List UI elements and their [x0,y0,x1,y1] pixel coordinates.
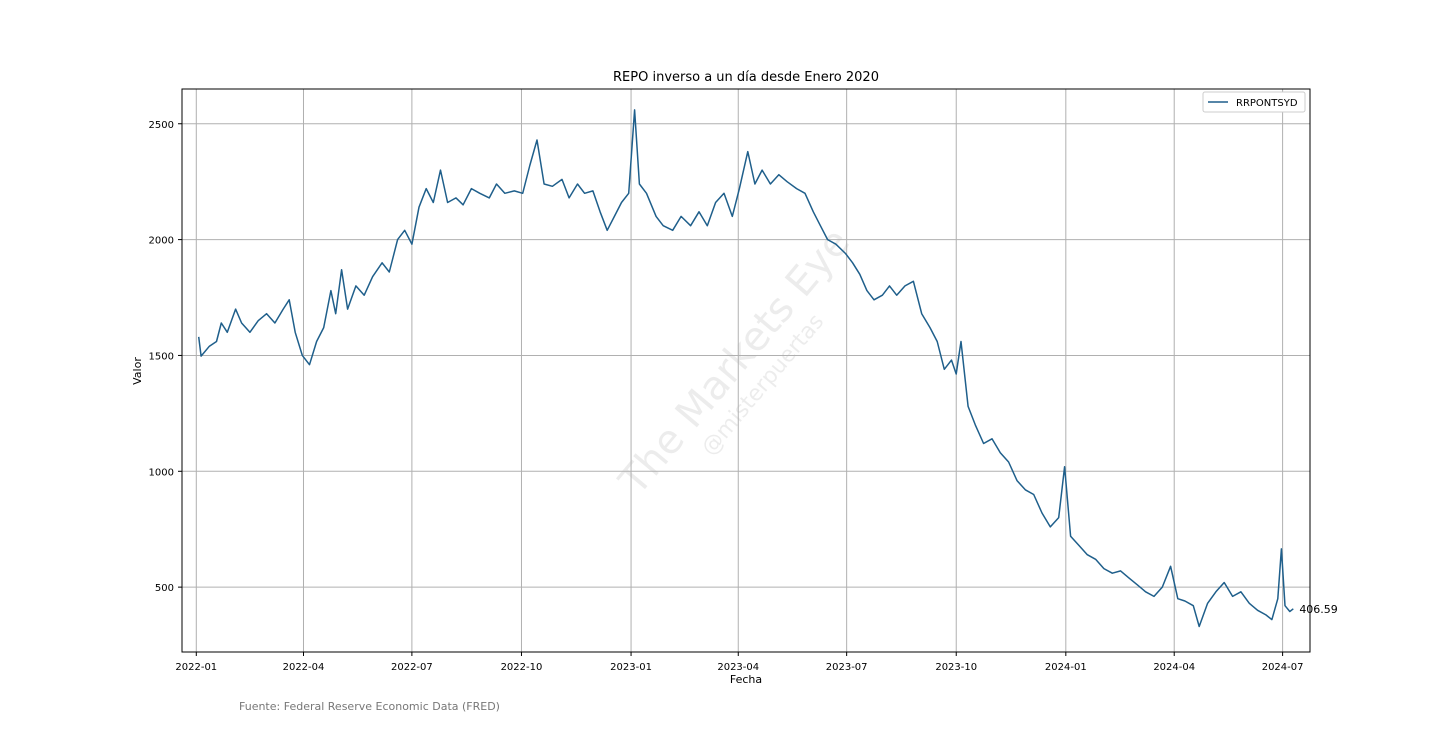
y-axis-label: Valor [131,357,144,385]
legend-box [1202,91,1306,113]
y-tick-label: 2000 [149,236,174,247]
y-tick-label: 2500 [149,120,174,131]
chart-title: REPO inverso a un día desde Enero 2020 [613,70,879,85]
x-tick-label: 2023-01 [610,662,652,673]
series-line-rrpontsyd [197,109,1294,628]
x-tick-label: 2022-04 [283,662,325,673]
x-tick-label: 2023-04 [717,662,759,673]
y-tick-label: 500 [155,583,174,594]
x-tick-label: 2023-10 [935,662,977,673]
watermark: The Markets Eye @misterpuertas [610,220,859,504]
y-tick-label: 1500 [149,351,174,362]
x-tick-label: 2022-01 [175,662,217,673]
x-tick-label: 2022-10 [501,662,543,673]
x-tick-label: 2024-01 [1045,662,1087,673]
last-value-annotation: 406.59 [1299,603,1338,616]
x-tick-label: 2023-07 [826,662,868,673]
plot-area [181,88,1311,653]
x-axis-label: Fecha [730,673,762,686]
legend: RRPONTSYD [1202,91,1306,113]
x-tick-label: 2024-07 [1262,662,1304,673]
y-tick-label: 1000 [149,467,174,478]
x-axis: 2022-01 2022-04 2022-07 2022-10 2023-01 2023-… [175,652,1304,673]
x-tick-label: 2022-07 [391,662,433,673]
legend-label: RRPONTSYD [1236,98,1298,109]
x-tick-label: 2024-04 [1153,662,1195,673]
y-axis: 500 1000 1500 2000 2500 [149,120,182,594]
source-note: Fuente: Federal Reserve Economic Data (F… [239,700,500,713]
watermark-main: The Markets Eye [610,220,859,504]
